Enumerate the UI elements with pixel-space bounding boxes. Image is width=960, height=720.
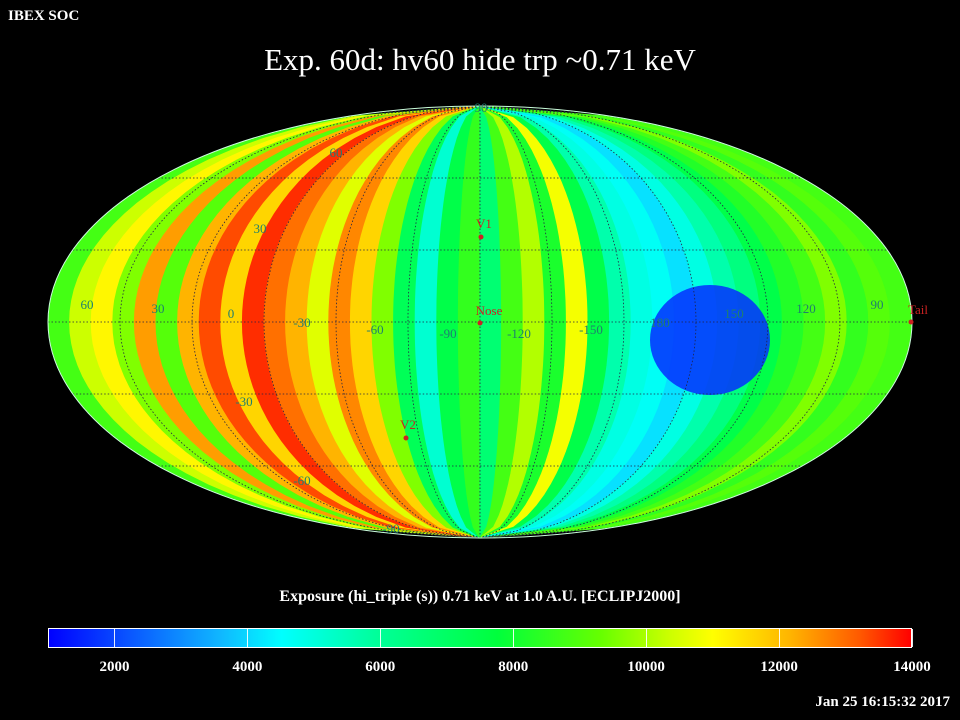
marker-label-v2: V2 [400,417,416,432]
colorbar-divider [779,629,781,647]
colorbar-divider [912,629,913,647]
colorbar-tick-label: 6000 [365,659,396,675]
colorbar-title: Exposure (hi_triple (s)) 0.71 keV at 1.0… [279,588,681,605]
colorbar-divider [380,629,382,647]
colorbar [48,628,913,648]
meridian-line [191,106,481,538]
colorbar-tick-label: 2000 [99,659,130,675]
longitude-label: -30 [293,315,310,330]
marker-dot-tail [908,319,914,325]
marker-label-tail: Tail [908,302,928,317]
meridian-line [407,106,481,538]
latitude-label: -60 [293,473,310,488]
timestamp: Jan 25 16:15:32 2017 [815,694,950,710]
marker-dot-v1 [478,234,484,240]
latitude-label: -30 [235,394,252,409]
map-title: Exp. 60d: hv60 hide trp ~0.71 keV [264,42,696,77]
marker-dot-v2 [403,435,409,441]
colorbar-tick-label: 14000 [893,659,931,675]
colorbar-divider [513,629,515,647]
marker-label-nose: Nose [476,303,503,318]
colorbar-divider [247,629,249,647]
colorbar-tick-label: 4000 [232,659,263,675]
longitude-label: 150 [724,306,744,321]
longitude-label: 90 [871,297,884,312]
longitude-label: 180 [650,315,670,330]
longitude-label: 0 [228,306,235,321]
longitude-label: 120 [796,301,816,316]
corner-label: IBEX SOC [8,8,80,24]
latitude-label: -90 [382,521,399,536]
longitude-label: 60 [81,297,94,312]
longitude-label: 30 [152,301,165,316]
latitude-label: 30 [254,221,267,236]
colorbar-divider [646,629,648,647]
marker-dot-nose [477,320,483,326]
longitude-label: -120 [507,326,531,341]
low-exposure-region [650,285,770,395]
latitude-label: 60 [330,145,343,160]
longitude-label: -90 [439,326,456,341]
colorbar-tick-label: 12000 [760,659,798,675]
latitude-label: 90 [475,100,488,115]
longitude-label: -150 [579,322,603,337]
colorbar-divider [114,629,116,647]
marker-label-v1: V1 [476,216,492,231]
longitude-label: -60 [366,322,383,337]
colorbar-tick-label: 8000 [498,659,529,675]
colorbar-tick-label: 10000 [627,659,665,675]
